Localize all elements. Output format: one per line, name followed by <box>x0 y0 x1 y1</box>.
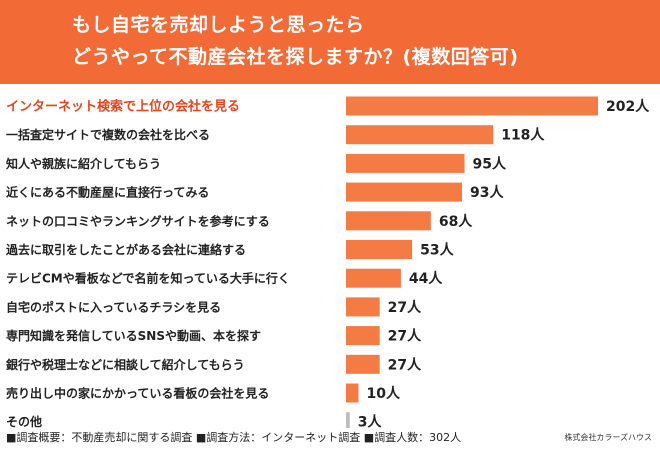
value-label: 27人 <box>388 299 422 316</box>
category-label: 近くにある不動産屋に直接行ってみる <box>6 185 209 200</box>
category-label: 銀行や税理士などに相談して紹介してもらう <box>5 357 245 372</box>
value-label: 202人 <box>606 98 650 115</box>
bar <box>346 182 463 202</box>
value-label: 44人 <box>409 270 443 287</box>
bar <box>346 412 350 428</box>
bar <box>346 125 494 145</box>
category-label: その他 <box>6 414 42 428</box>
chart-title-line-1: もし自宅を売却しようと思ったら <box>72 14 365 36</box>
bar <box>346 268 401 288</box>
bar <box>346 240 413 259</box>
value-label: 118人 <box>501 127 545 144</box>
survey-summary: ■調査概要：不動産売却に関する調査 ■調査方法：インターネット調査 ■調査人数：… <box>6 431 462 444</box>
bar <box>346 211 431 231</box>
bar <box>346 96 598 116</box>
value-label: 53人 <box>420 242 454 259</box>
bar <box>346 326 380 346</box>
company-credit: 株式会社カラーズハウス <box>564 433 652 442</box>
category-label: ネットの口コミやランキングサイトを参考にする <box>6 213 270 228</box>
value-label: 10人 <box>366 385 400 402</box>
title-banner: もし自宅を売却しようと思ったら どうやって不動産会社を探しますか？(複数回答可) <box>0 0 660 84</box>
value-label: 95人 <box>473 155 507 172</box>
category-label: 売り出し中の家にかかっている看板の会社を見る <box>6 386 269 401</box>
category-label: テレビCMや看板などで名前を知っている大手に行く <box>6 271 290 286</box>
value-label: 27人 <box>388 328 422 345</box>
bar <box>346 383 359 403</box>
category-label: 一括査定サイトで複数の会社を比べる <box>6 127 210 142</box>
category-label: 自宅のポストに入っているチラシを見る <box>6 299 221 314</box>
value-label: 3人 <box>358 414 383 428</box>
category-label: 専門知識を発信しているSNSや動画、本を探す <box>6 328 261 343</box>
bar <box>346 153 465 173</box>
chart-title-line-2: どうやって不動産会社を探しますか？(複数回答可) <box>72 46 519 68</box>
value-label: 68人 <box>439 213 473 230</box>
category-label: インターネット検索で上位の会社を見る <box>6 99 240 115</box>
value-label: 27人 <box>388 356 422 373</box>
category-label: 過去に取引をしたことがある会社に連絡する <box>5 242 246 257</box>
value-label: 93人 <box>470 184 504 201</box>
bar <box>346 354 380 374</box>
category-label: 知人や親族に紹介してもらう <box>5 156 161 171</box>
bar <box>346 297 380 317</box>
